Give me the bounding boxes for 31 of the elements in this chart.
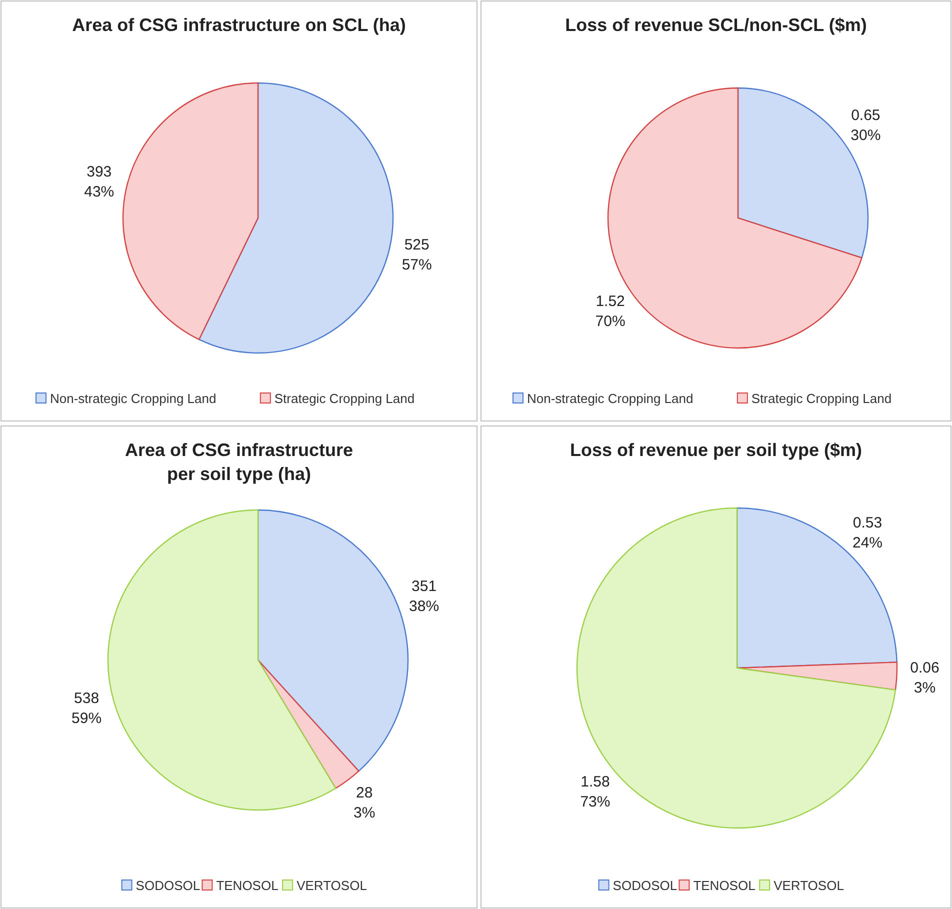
- data-label: 1.52 70%: [595, 293, 626, 330]
- pie-slice: [108, 509, 336, 810]
- data-label: 28 3%: [354, 784, 376, 822]
- pie-slice: [257, 509, 408, 772]
- data-label: 393 43%: [84, 163, 114, 200]
- chart-title: Area of CSG infrastructure on SCL (ha): [72, 15, 406, 35]
- chart-title: Loss of revenue per soil type ($m): [570, 440, 862, 460]
- legend-label: Non-strategic Cropping Land: [50, 391, 216, 406]
- legend-label: VERTOSOL: [296, 878, 367, 893]
- data-label: 0.65 30%: [850, 106, 881, 144]
- data-label: 1.58 73%: [580, 773, 610, 810]
- legend-label: SODOSOL: [612, 878, 678, 893]
- chart-title: Area of CSG infrastructure per soil type (ha): [124, 440, 354, 484]
- pie-slice: [122, 82, 259, 340]
- data-label: 351 38%: [409, 578, 440, 615]
- data-label: 538 59%: [72, 690, 102, 727]
- data-label: 525 57%: [402, 236, 432, 274]
- data-label: 0.53 24%: [852, 514, 883, 552]
- pie-slice: [257, 659, 360, 789]
- chart-title: Loss of revenue SCL/non-SCL ($m): [565, 15, 867, 35]
- legend-label: VERTOSOL: [774, 878, 844, 893]
- data-label: 0.06 3%: [910, 660, 940, 697]
- legend-label: TENOSOL: [216, 878, 278, 893]
- pie-slice: [198, 82, 394, 354]
- legend-label: Strategic Cropping Land: [751, 391, 892, 406]
- pie-slice: [736, 507, 898, 669]
- legend-label: TENOSOL: [693, 878, 756, 893]
- legend-label: Non-strategic Cropping Land: [527, 391, 694, 406]
- pie-slice: [576, 507, 896, 828]
- legend-label: SODOSOL: [136, 878, 200, 893]
- legend-label: Strategic Cropping Land: [274, 391, 415, 406]
